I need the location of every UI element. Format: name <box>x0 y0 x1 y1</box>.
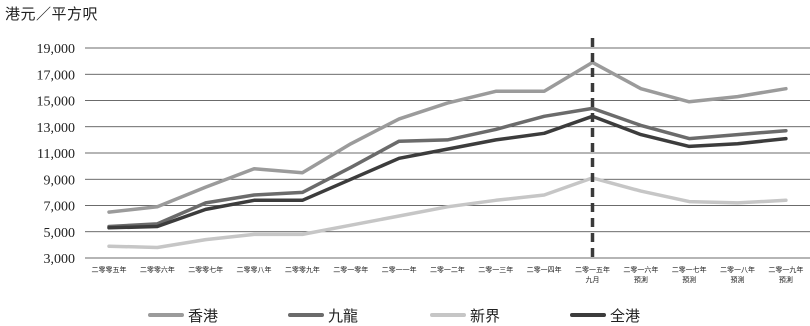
x-tick-label: 二零零五年 <box>92 265 127 274</box>
x-tick-label: 二零一六年 <box>623 265 658 274</box>
x-tick-label: 二零一二年 <box>430 265 465 274</box>
legend-label: 香港 <box>188 307 218 325</box>
x-tick-label: 二零一四年 <box>527 265 562 274</box>
x-tick-label: 二零零九年 <box>285 265 320 274</box>
y-tick-label: 9,000 <box>44 173 76 188</box>
x-tick-label: 預測 <box>634 275 648 284</box>
y-tick-label: 11,000 <box>37 147 75 162</box>
x-tick-label: 二零一七年 <box>672 265 707 274</box>
x-tick-label: 二零零七年 <box>188 265 223 274</box>
y-tick-label: 3,000 <box>44 252 76 267</box>
series-line <box>107 176 788 250</box>
x-tick-label: 二零零六年 <box>140 265 175 274</box>
y-tick-label: 15,000 <box>37 95 76 110</box>
x-tick-label: 二零零八年 <box>237 265 272 274</box>
y-tick-label: 13,000 <box>37 121 76 136</box>
legend-label: 九龍 <box>328 307 358 325</box>
y-tick-label: 19,000 <box>37 42 76 57</box>
y-tick-label: 5,000 <box>44 226 76 241</box>
series-line <box>107 106 788 229</box>
x-tick-label: 二零一五年 <box>575 265 610 274</box>
x-tick-label: 二零一三年 <box>478 265 513 274</box>
legend-label: 新界 <box>470 307 500 325</box>
y-axis-label: 港元／平方呎 <box>5 5 99 23</box>
x-tick-label: 二零一一年 <box>382 265 417 274</box>
y-tick-label: 7,000 <box>44 200 76 215</box>
x-tick-label: 二零一九年 <box>768 265 803 274</box>
series-line <box>107 114 788 230</box>
x-tick-label: 預測 <box>731 275 745 284</box>
x-tick-label: 預測 <box>779 275 793 284</box>
x-tick-label: 九月 <box>586 275 600 284</box>
x-tick-label: 二零一零年 <box>333 265 368 274</box>
x-tick-label: 預測 <box>682 275 696 284</box>
x-tick-label: 二零一八年 <box>720 265 755 274</box>
y-tick-label: 17,000 <box>37 68 76 83</box>
series-line <box>107 60 788 214</box>
legend-label: 全港 <box>610 307 640 325</box>
